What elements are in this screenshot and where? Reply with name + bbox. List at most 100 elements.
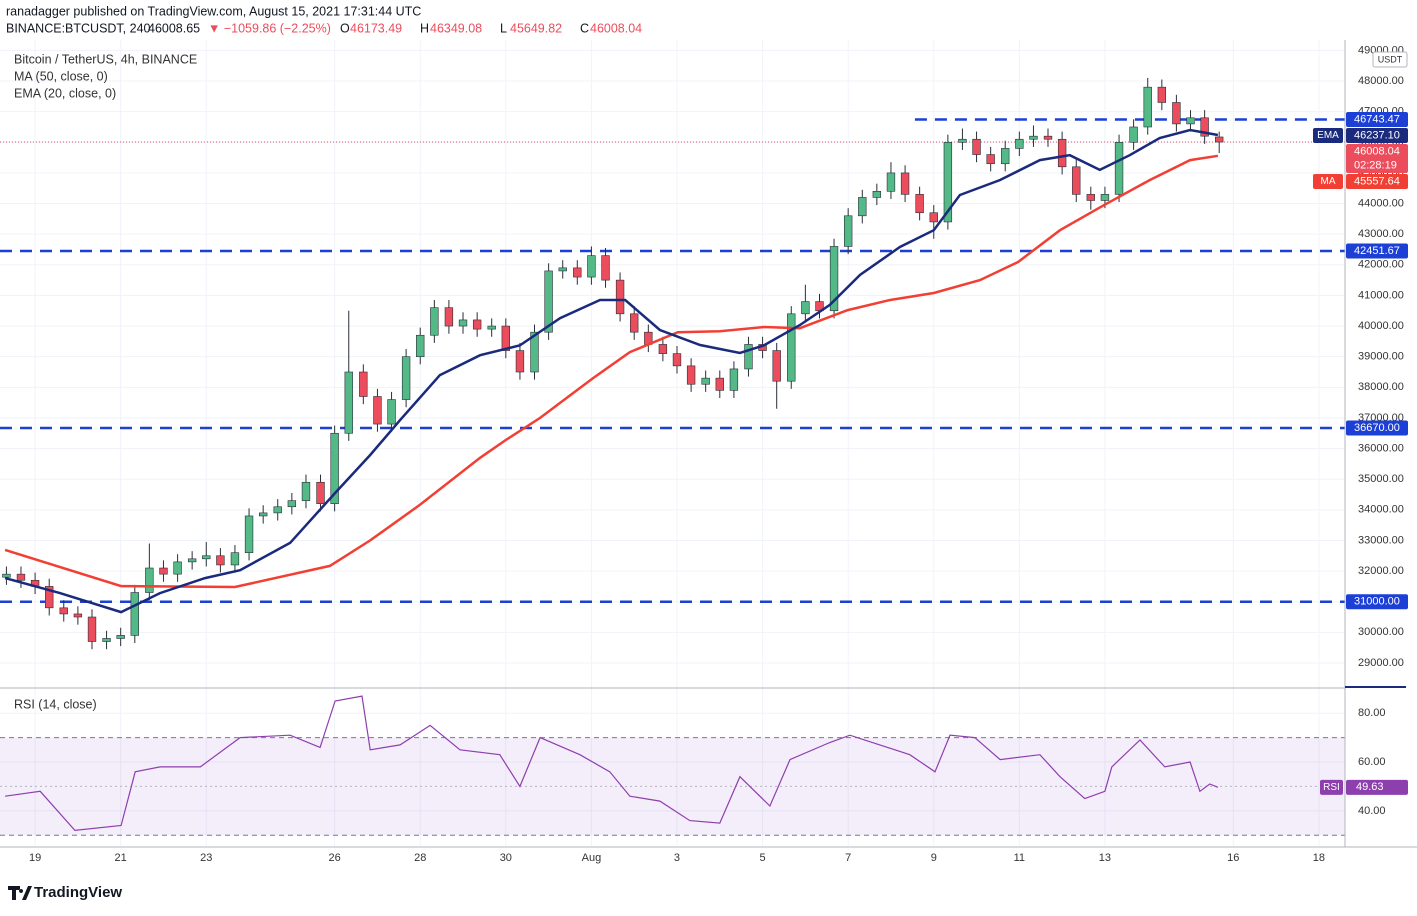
candle	[159, 560, 168, 582]
price-pane	[0, 77, 1345, 650]
price-tag	[1346, 144, 1408, 174]
indicator-tag-box	[1313, 174, 1343, 190]
candle-body	[1043, 135, 1053, 140]
candle-body	[230, 552, 240, 566]
candle	[744, 336, 753, 377]
candle-body	[45, 586, 54, 609]
candle	[373, 388, 382, 432]
candle	[573, 260, 582, 285]
candle-body	[1072, 166, 1081, 195]
candle	[672, 345, 682, 374]
candle	[401, 349, 411, 408]
candle	[230, 545, 240, 573]
ohlc-key: O	[340, 21, 350, 35]
rsi-tick-label: 40.00	[1358, 805, 1386, 817]
candle-body	[672, 353, 682, 367]
y-tick-label: 35000.00	[1358, 473, 1404, 485]
indicator-line	[4, 154, 1219, 589]
candle-body	[829, 246, 839, 312]
x-tick-label: 9	[931, 852, 937, 864]
candle-body	[145, 567, 154, 593]
candle	[1043, 128, 1053, 147]
candle	[900, 165, 910, 203]
candle-body	[102, 638, 111, 642]
overlay: 19 21 23 26 28 30 Aug 3 5 7 9 11 13 16 18 29000.00 30000…	[29, 44, 1408, 864]
candle-body	[972, 138, 981, 155]
candle	[943, 134, 953, 230]
candle	[801, 284, 810, 322]
candle-body	[986, 154, 995, 165]
candle-body	[729, 368, 739, 391]
x-tick-label: 11	[1014, 852, 1025, 864]
indicator-tag: EMA	[1317, 130, 1339, 141]
price-tag	[1346, 174, 1408, 190]
price-tag-label: 36670.00	[1354, 422, 1400, 434]
ohlc-value: 46008.04	[590, 21, 642, 35]
candle-body	[929, 212, 938, 223]
candle-body	[273, 506, 282, 514]
candle-body	[658, 344, 668, 354]
rsi-tick-label: 60.00	[1358, 756, 1386, 768]
candle-body	[73, 613, 83, 618]
candle-body	[872, 190, 882, 198]
x-tick-label: 13	[1099, 852, 1111, 864]
x-tick-label: 21	[115, 852, 127, 864]
candle	[658, 336, 668, 362]
candle	[273, 499, 282, 521]
candle-body	[715, 377, 724, 391]
candle-body	[444, 307, 454, 327]
y-tick-label: 29000.00	[1358, 657, 1404, 669]
logo-text: TradingView	[34, 884, 122, 901]
candle-body	[173, 561, 182, 575]
candle-body	[630, 313, 639, 333]
ticker: BINANCE:BTCUSDT, 240	[6, 21, 151, 35]
y-tick-label: 36000.00	[1358, 442, 1404, 454]
candle-body	[1129, 126, 1138, 143]
price-tag	[1346, 420, 1408, 436]
y-tick-label: 32000.00	[1358, 565, 1404, 577]
candle	[487, 318, 496, 337]
candle-body	[344, 371, 353, 434]
price-tag-label: 42451.67	[1354, 245, 1400, 257]
candle	[829, 238, 839, 319]
y-tick-label: 44000.00	[1358, 197, 1404, 209]
candle-body	[943, 141, 953, 223]
y-tick-label: 40000.00	[1358, 320, 1404, 332]
candle	[729, 361, 739, 399]
price-tag	[1346, 594, 1408, 610]
candle-body	[615, 279, 625, 315]
y-tick-label: 34000.00	[1358, 504, 1404, 516]
candle-body	[886, 172, 896, 192]
candle-body	[1057, 138, 1067, 168]
y-tick-label: 39000.00	[1358, 351, 1404, 363]
candle-body	[587, 255, 596, 278]
candle	[130, 584, 139, 644]
candle-body	[858, 197, 867, 217]
x-tick-label: 23	[200, 852, 212, 864]
candle-body	[202, 555, 211, 560]
candle	[1086, 186, 1095, 210]
candle-body	[744, 344, 753, 370]
candle	[145, 543, 154, 601]
y-tick-label: 42000.00	[1358, 259, 1404, 271]
candle	[73, 606, 83, 625]
indicator-tag-box	[1313, 128, 1343, 144]
candle	[387, 391, 396, 432]
candle	[843, 208, 853, 255]
candle	[872, 183, 882, 206]
candle	[1215, 131, 1224, 154]
chart-title: Bitcoin / TetherUS, 4h, BINANCE	[14, 52, 197, 66]
candle	[915, 186, 924, 221]
candle-body	[430, 307, 439, 336]
x-tick-label: 28	[414, 852, 426, 864]
price-tag-label: 46743.47	[1354, 113, 1400, 125]
x-tick-label: 18	[1313, 852, 1325, 864]
candle-body	[1157, 86, 1167, 103]
x-tick-label: 5	[760, 852, 766, 864]
y-tick-label: 33000.00	[1358, 534, 1404, 546]
candle	[501, 318, 511, 359]
unit-box	[1372, 51, 1408, 68]
candle	[16, 566, 26, 588]
